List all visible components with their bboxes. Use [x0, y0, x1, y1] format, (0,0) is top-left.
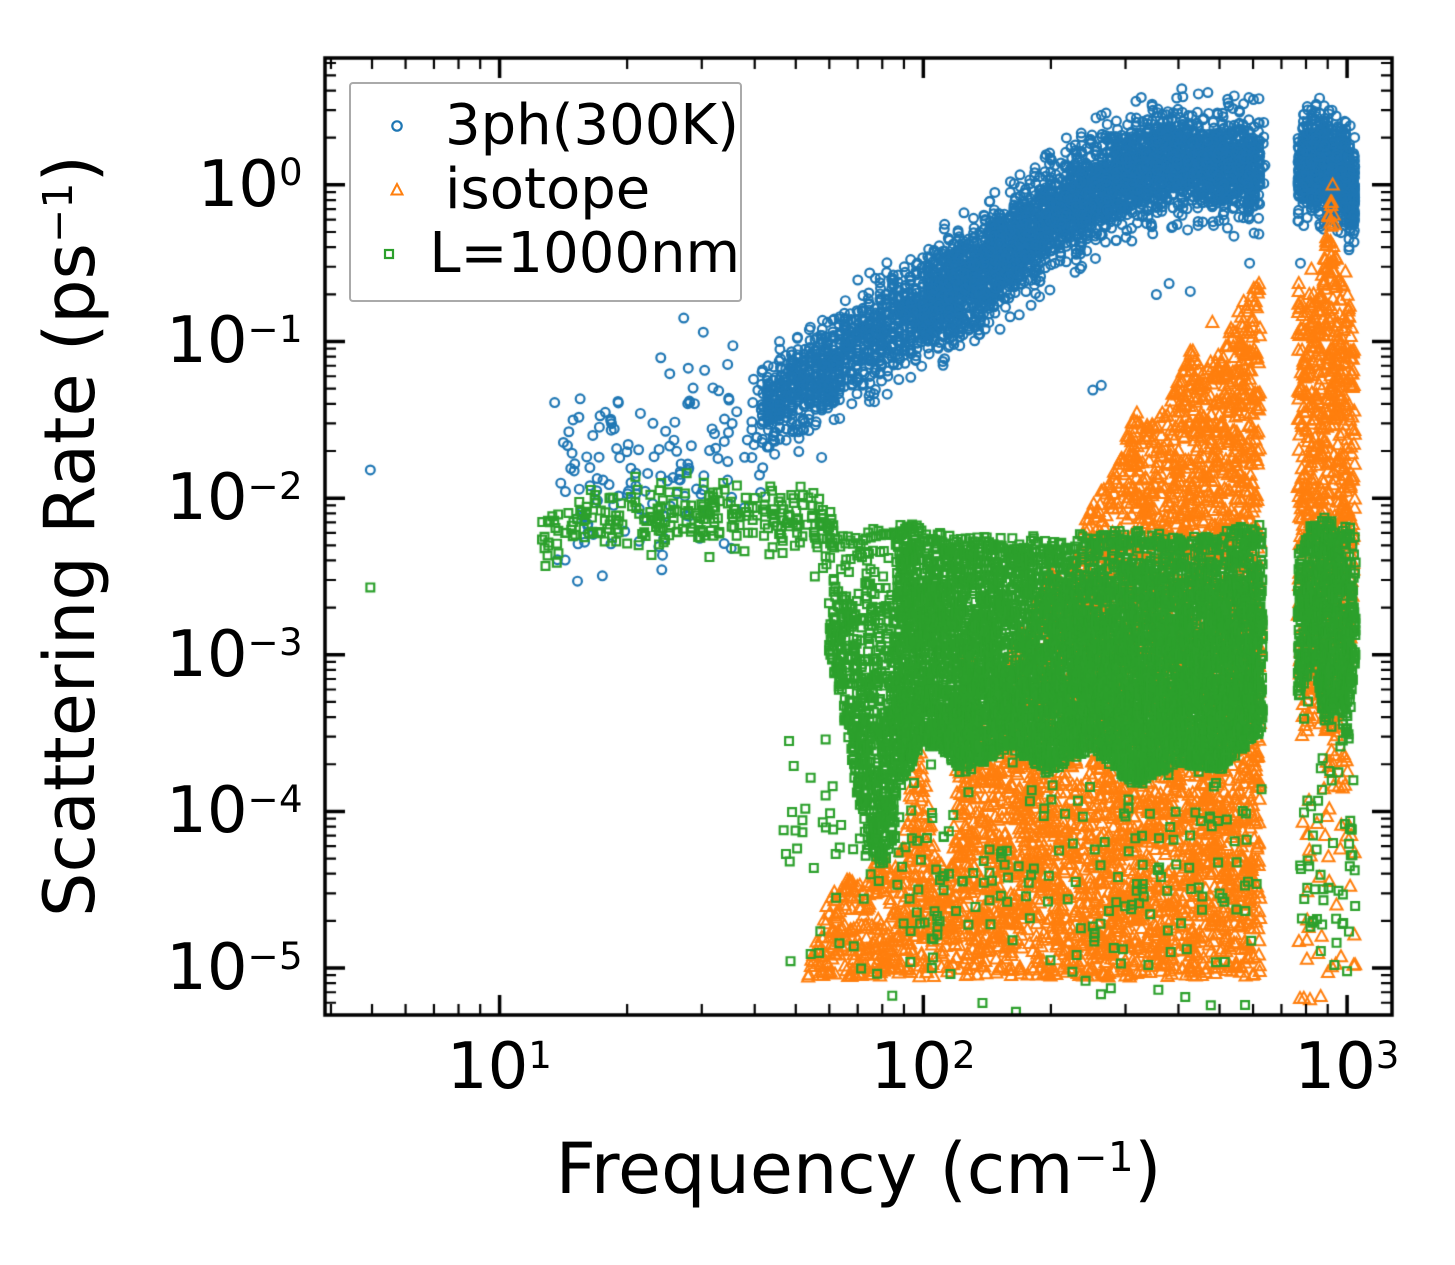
x-tick-label-10e2: 102 [870, 1030, 977, 1104]
y-tick-label-10e-4: 10−4 [166, 774, 303, 849]
legend-label-isotope: isotope [445, 157, 651, 222]
legend-row-3ph: 3ph(300K) [351, 94, 740, 158]
y-tick-label-10e-2: 10−2 [166, 461, 303, 536]
y-axis-title-suffix: ) [29, 155, 111, 183]
x-axis-title-text: Frequency (cm [555, 1128, 1074, 1210]
x-axis-title-sup: −1 [1073, 1132, 1135, 1181]
square-marker-icon [377, 242, 401, 266]
y-tick-label-10e-1: 10−1 [166, 304, 303, 379]
x-tick-label-10e3: 103 [1294, 1030, 1400, 1104]
circle-marker-icon [377, 114, 417, 138]
x-axis-title-suffix: ) [1134, 1128, 1162, 1210]
legend-label-3ph: 3ph(300K) [445, 93, 739, 158]
x-axis-title: Frequency (cm−1) [325, 1128, 1392, 1210]
y-tick-label-10e-5: 10−5 [166, 931, 303, 1005]
legend-row-boundary: L=1000nm [351, 222, 740, 286]
y-tick-label-10e-3: 10−3 [166, 617, 303, 692]
y-axis-title-sup: −1 [33, 182, 82, 243]
legend-row-isotope: isotope [351, 158, 740, 222]
legend-label-boundary: L=1000nm [429, 221, 740, 286]
y-axis-title-text: Scattering Rate (ps [29, 242, 111, 917]
triangle-marker-icon [377, 178, 417, 202]
legend: 3ph(300K) isotope L=1000nm [349, 82, 742, 302]
y-tick-label-10e0: 100 [197, 147, 303, 222]
x-tick-label-10e1: 101 [446, 1030, 553, 1104]
